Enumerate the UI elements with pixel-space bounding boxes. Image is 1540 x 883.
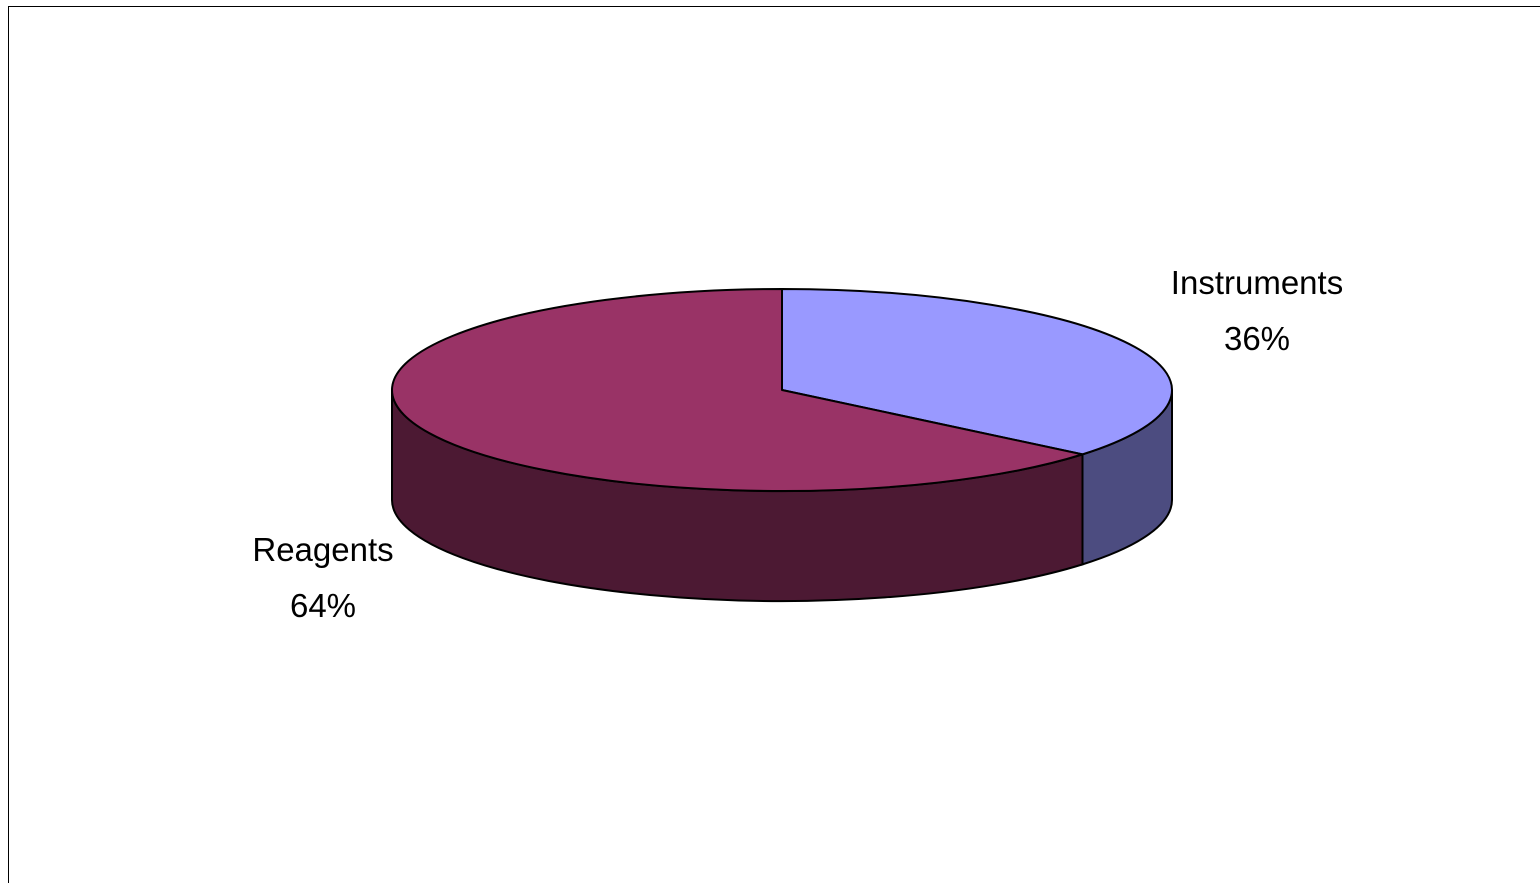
pie-tops [391,288,1173,492]
slice-instruments [781,288,1173,456]
pie-labels: Instruments 36% Reagents 64% [252,264,1343,624]
slice-reagents [391,288,1084,492]
slice-percent-reagents: 64% [290,587,356,624]
slice-label-reagents: Reagents [252,531,393,568]
slice-percent-instruments: 36% [1224,320,1290,357]
slice-label-instruments: Instruments [1171,264,1343,301]
